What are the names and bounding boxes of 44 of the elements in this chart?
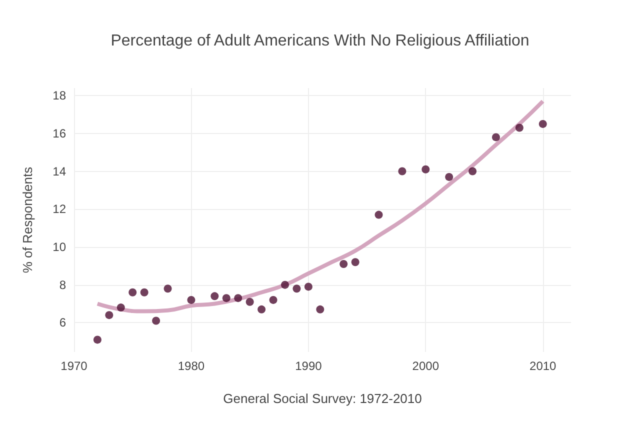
x-tick-label: 2000 <box>412 359 440 373</box>
y-tick-label: 18 <box>52 88 66 103</box>
y-tick-label: 8 <box>59 278 66 292</box>
point <box>246 298 254 306</box>
point <box>340 260 348 268</box>
point <box>515 124 524 132</box>
point <box>445 172 454 181</box>
point <box>258 305 266 314</box>
y-tick-label: 10 <box>52 240 66 254</box>
x-tick-label: 1990 <box>295 359 322 373</box>
y-tick-label: 16 <box>52 126 66 140</box>
y-tick-label: 14 <box>52 164 66 178</box>
point <box>187 296 196 304</box>
x-tick-label: 1970 <box>60 359 88 373</box>
point <box>140 288 148 296</box>
point <box>105 311 114 320</box>
point <box>374 210 383 219</box>
point <box>492 133 500 142</box>
point <box>292 284 301 293</box>
x-tick-label: 2010 <box>530 359 557 373</box>
point <box>164 284 172 293</box>
y-tick-label: 12 <box>52 202 66 216</box>
chart-title: Percentage of Adult Americans With No Religious Affiliation <box>110 32 530 50</box>
point <box>316 305 324 314</box>
point <box>468 167 477 176</box>
point <box>281 280 289 289</box>
point <box>538 120 547 128</box>
point <box>422 165 430 174</box>
point <box>93 336 102 344</box>
point <box>116 304 125 312</box>
point <box>222 294 230 302</box>
y-axis-title: % of Respondents <box>20 166 35 274</box>
x-tick-label: 1980 <box>178 359 205 373</box>
point <box>304 282 312 291</box>
x-axis-title: General Social Survey: 1972-2010 <box>223 391 422 406</box>
point <box>398 167 406 176</box>
point <box>351 258 360 266</box>
point <box>152 316 160 325</box>
y-tick-label: 6 <box>59 316 66 330</box>
point <box>210 292 219 300</box>
point <box>234 294 242 302</box>
point <box>269 296 278 304</box>
point <box>128 288 137 296</box>
line-series <box>95 99 545 314</box>
